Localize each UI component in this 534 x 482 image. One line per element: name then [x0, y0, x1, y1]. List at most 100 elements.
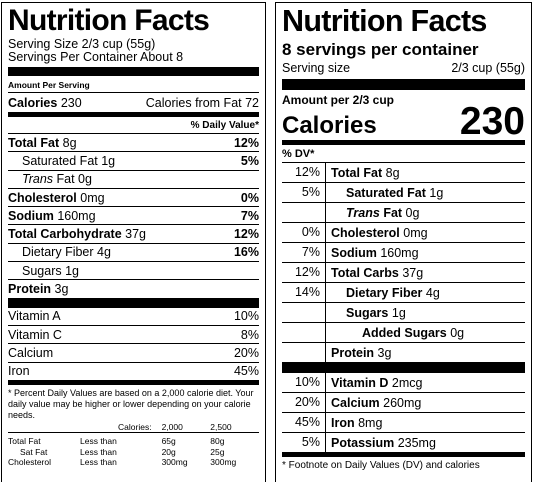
classic-label: Nutrition Facts Serving Size 2/3 cup (55g…	[1, 2, 266, 482]
nutrient: Added Sugars 0g	[326, 326, 464, 340]
nutrient: Potassium 235mg	[326, 436, 436, 450]
nutrient: Total Carbohydrate 37g	[8, 227, 146, 241]
nutrient-row: 5% Saturated Fat 1g	[282, 183, 525, 203]
nutrient: Saturated Fat 1g	[8, 154, 115, 168]
dv-table-cell: Less than	[80, 436, 117, 447]
amount-per: Amount per 2/3 cup	[282, 93, 395, 107]
nutrient-amount: 0mg	[403, 225, 428, 240]
nutrient-dv: 16%	[233, 245, 259, 260]
medium-bar	[282, 140, 525, 145]
footnote: * Footnote on Daily Values (DV) and calo…	[282, 460, 480, 471]
nutrient-name: Fat	[383, 205, 403, 220]
nutrient: Dietary Fiber 4g	[326, 286, 440, 300]
nutrient-amount: 160mg	[380, 245, 419, 260]
nutrient-italic: Trans	[346, 205, 380, 220]
dv-table-cell: Less than	[80, 446, 117, 457]
vitamin-name: Vitamin C	[8, 327, 62, 342]
title: Nutrition Facts	[282, 4, 487, 38]
nutrient-amount: 0mg	[80, 190, 105, 205]
dv-table-header: Calories: 2,000 2,500	[8, 422, 259, 433]
calories-label: Calories	[282, 112, 377, 139]
nutrient-dv: 12%	[233, 227, 259, 242]
nutrient-name: Iron	[331, 415, 355, 430]
nutrient-name: Sodium	[331, 245, 377, 260]
medium-bar	[8, 112, 259, 117]
serving-size-value: 2/3 cup (55g)	[451, 61, 525, 75]
nutrient: Protein 3g	[326, 346, 391, 360]
nutrient: Protein 3g	[8, 282, 68, 296]
nutrient-row: Added Sugars 0g	[282, 323, 525, 343]
dv-table-cell: 300mg	[210, 457, 237, 468]
nutrient-name: Calcium	[331, 395, 380, 410]
dv: 7%	[282, 243, 326, 262]
vitamin-row: Iron 45%	[8, 363, 259, 381]
nutrient-name: Total Fat	[331, 165, 383, 180]
nutrient-amount: 8g	[385, 165, 400, 180]
dv-table-head: 2,000	[161, 421, 183, 432]
nutrient-name: Protein	[8, 282, 52, 297]
dv: 12%	[282, 163, 326, 182]
servings: Servings Per Container About 8	[8, 50, 184, 64]
cell	[8, 422, 80, 433]
nutrient: Cholesterol 0mg	[8, 191, 105, 205]
dv-table-row: Sat Fat Less than 20g 25g	[8, 447, 259, 458]
calories-row: Calories 230	[282, 100, 525, 143]
nutrient: Trans Fat 0g	[8, 172, 92, 186]
calories-value: 230	[459, 100, 525, 143]
medium-bar	[282, 452, 525, 457]
nutrient-row: Trans Fat 0g	[282, 203, 525, 223]
new-label: Nutrition Facts 8 servings per container S…	[275, 2, 532, 482]
dv	[282, 203, 326, 222]
dv-table-head: Calories:	[118, 421, 152, 432]
nutrient-name: Potassium	[331, 435, 395, 450]
mineral-row: 20% Calcium 260mg	[282, 393, 525, 413]
mineral-row: 10% Vitamin D 2mcg	[282, 373, 525, 393]
nutrient: Trans Fat 0g	[326, 206, 419, 220]
nutrient-name: Dietary Fiber	[346, 285, 423, 300]
nutrient-italic: Trans	[22, 172, 54, 187]
thick-bar	[282, 362, 525, 373]
calories-label: Calories	[8, 95, 58, 110]
thick-bar	[282, 79, 525, 90]
dv-table-row: Cholesterol Less than 300mg 300mg	[8, 457, 259, 468]
mineral-row: 5% Potassium 235mg	[282, 433, 525, 453]
vitamin-row: Vitamin C 8%	[8, 326, 259, 345]
calories-value: 230	[60, 95, 82, 110]
nutrient-amount: 3g	[54, 282, 69, 297]
title: Nutrition Facts	[8, 4, 210, 37]
nutrient-amount: 8mg	[358, 415, 383, 430]
nutrient-amount: 37g	[402, 265, 424, 280]
dv: 45%	[282, 413, 326, 432]
nutrient-row: Sugars 1g	[8, 262, 259, 281]
nutrient-name: Sodium	[8, 208, 54, 223]
nutrient-name: Cholesterol	[331, 225, 400, 240]
calories-from-fat: Calories from Fat 72	[145, 95, 259, 110]
nutrient-row: Sodium 160mg 7%	[8, 207, 259, 226]
nutrient: Total Fat 8g	[326, 166, 400, 180]
dv-header-row: % DV*	[282, 145, 525, 163]
dv-table: Calories: 2,000 2,500 Total Fat Less than 65g…	[8, 422, 259, 468]
nutrient-amount: 2mcg	[391, 375, 423, 390]
vitamin-dv: 8%	[240, 327, 259, 342]
thick-bar	[8, 67, 259, 76]
dv: 14%	[282, 283, 326, 302]
vitamin-name: Vitamin A	[8, 309, 61, 324]
medium-bar	[8, 379, 259, 385]
servings: 8 servings per container	[282, 40, 479, 59]
nutrient-row: Dietary Fiber 4g 16%	[8, 244, 259, 263]
nutrient-row: Cholesterol 0mg 0%	[8, 189, 259, 208]
nutrient-row: Sugars 1g	[282, 303, 525, 323]
dv-table-cell: Cholesterol	[8, 457, 51, 468]
nutrient-row: Total Fat 8g 12%	[8, 134, 259, 153]
nutrient-name: Vitamin D	[331, 375, 389, 390]
amount-per-serving: Amount Per Serving	[8, 78, 259, 93]
nutrient: Saturated Fat 1g	[326, 186, 443, 200]
nutrient-row: 7% Sodium 160mg	[282, 243, 525, 263]
nutrient-dv: 0%	[240, 190, 259, 205]
nutrient-row: Trans Fat 0g	[8, 171, 259, 189]
nutrient-name: Saturated Fat 1g	[22, 153, 116, 168]
dv-header-row: % Daily Value*	[8, 117, 259, 134]
vitamin-row: Vitamin A 10%	[8, 308, 259, 326]
vitamin-name: Calcium	[8, 345, 54, 360]
